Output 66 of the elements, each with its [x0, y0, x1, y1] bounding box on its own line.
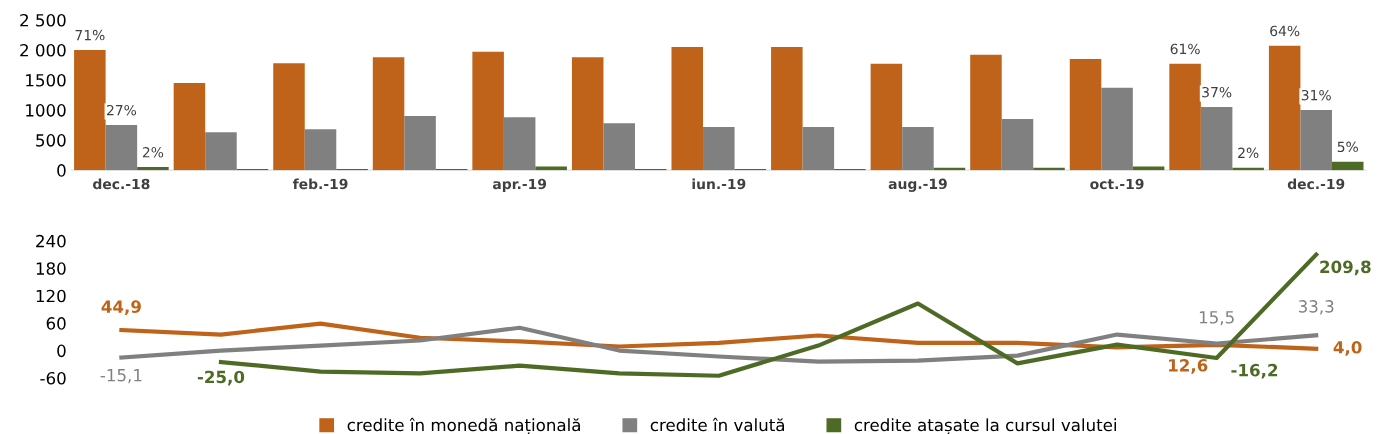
annotation: 61% — [1170, 43, 1200, 55]
bar — [472, 51, 504, 171]
bar — [902, 126, 934, 171]
annotation: 37% — [1202, 86, 1232, 98]
bar — [771, 46, 803, 171]
data-label: 33,3 — [1298, 300, 1334, 315]
bar — [105, 125, 138, 171]
annotation: 64% — [1270, 25, 1300, 37]
data-label: -16,2 — [1231, 363, 1278, 379]
legend-label: credite în valută — [650, 417, 784, 432]
x-tick-label: oct.-19 — [1090, 178, 1144, 190]
y-tick-label: -60 — [40, 371, 66, 385]
x-tick-label: iun.-19 — [692, 178, 746, 190]
bar — [205, 132, 237, 171]
data-label: 209,8 — [1320, 260, 1371, 276]
y-tick-label: 0 — [57, 164, 66, 177]
annotation: 71% — [75, 29, 105, 41]
annotation: 27% — [106, 104, 137, 116]
y-tick-label: 180 — [36, 262, 66, 275]
bar — [1101, 87, 1133, 171]
bar — [1300, 110, 1332, 171]
bar — [802, 126, 835, 171]
data-label: -15,1 — [100, 369, 142, 384]
bar — [970, 54, 1002, 171]
bar — [703, 126, 735, 171]
bar — [173, 83, 206, 171]
bar — [1331, 161, 1364, 171]
bar — [671, 46, 704, 171]
y-tick-label: 1500 — [26, 73, 66, 87]
bar — [571, 57, 604, 171]
bar — [1001, 119, 1034, 171]
y-tick-label: 120 — [36, 289, 66, 303]
bar — [870, 63, 903, 171]
data-label: 12,6 — [1169, 359, 1208, 374]
data-label: -25,0 — [197, 370, 245, 386]
bar — [273, 63, 305, 171]
y-tick-label: 0 — [57, 344, 66, 358]
y-tick-label: 2 500 — [20, 13, 66, 27]
annotation: 2% — [142, 146, 164, 158]
bar — [1169, 63, 1201, 171]
y-tick-label: 1000 — [26, 104, 66, 117]
x-tick-label: apr.-19 — [492, 178, 547, 192]
x-tick-label: feb.-19 — [292, 178, 348, 190]
bar — [1200, 107, 1233, 171]
x-tick-label: dec.-19 — [1287, 178, 1345, 190]
data-label: 44,9 — [101, 300, 141, 316]
y-tick-label: 500 — [36, 134, 66, 147]
bar — [137, 167, 169, 171]
y-tick-label: 60 — [46, 317, 66, 330]
bar — [603, 123, 635, 171]
bar — [1268, 45, 1301, 171]
data-label: 4,0 — [1333, 340, 1362, 356]
annotation: 31% — [1301, 89, 1331, 101]
bar — [372, 57, 405, 171]
bar — [304, 129, 337, 171]
y-tick-label: 240 — [36, 234, 66, 248]
y-tick-label: 2 000 — [20, 43, 66, 57]
annotation: 5% — [1337, 141, 1358, 153]
bar — [404, 116, 436, 171]
bar — [74, 50, 106, 171]
bar — [503, 117, 536, 171]
bar — [1069, 59, 1102, 171]
annotation: 2% — [1238, 147, 1259, 159]
data-label: 15,5 — [1199, 311, 1234, 326]
x-tick-label: dec.-18 — [93, 178, 150, 190]
x-tick-label: aug.-19 — [888, 178, 947, 192]
